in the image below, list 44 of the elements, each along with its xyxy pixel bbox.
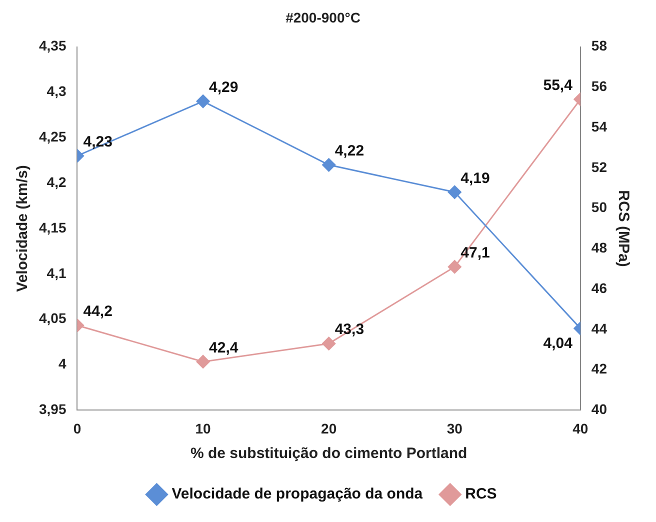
- y-tick-label: 4,05: [39, 310, 66, 326]
- y2-tick-label: 50: [591, 199, 608, 216]
- data-label: 47,1: [460, 244, 490, 262]
- y2-tick-label: 56: [591, 78, 608, 94]
- point: [322, 158, 336, 172]
- x-tick-label: 40: [572, 420, 588, 436]
- y2-tick-label: 46: [591, 280, 608, 296]
- x-axis-title: % de substituição do cimento Portland: [190, 445, 468, 462]
- y-tick-label: 4: [58, 356, 66, 372]
- point: [322, 336, 336, 350]
- data-label: 4,04: [543, 335, 574, 352]
- legend-label: RCS: [465, 486, 497, 503]
- data-label: 43,3: [334, 321, 364, 338]
- y-axis-title: Velocidade (km/s): [14, 165, 32, 292]
- y2-axis-title: RCS (MPa): [614, 190, 632, 267]
- legend-label: Velocidade de propagação da onda: [172, 486, 424, 503]
- x-tick-label: 0: [73, 420, 82, 436]
- x-tick-label: 10: [195, 420, 212, 436]
- y-tick-label: 3,95: [39, 401, 66, 418]
- data-label: 4,29: [209, 78, 238, 96]
- y-tick-label: 4,15: [39, 219, 66, 236]
- y2-tick-label: 52: [591, 158, 608, 175]
- point: [448, 260, 462, 274]
- data-label: 4,22: [334, 142, 364, 160]
- y-tick-label: 4,25: [39, 128, 66, 145]
- y2-tick-label: 48: [591, 240, 608, 256]
- point: [448, 185, 462, 199]
- y2-tick-label: 58: [591, 38, 608, 54]
- y2-tick-label: 44: [591, 320, 608, 336]
- y-tick-label: 4,1: [46, 264, 66, 281]
- chart-title: #200-900°C: [286, 9, 360, 26]
- x-tick-label: 20: [321, 420, 337, 436]
- y2-tick-label: 40: [591, 401, 608, 418]
- y2-tick-label: 42: [591, 360, 608, 377]
- data-label: 42,4: [209, 339, 239, 356]
- data-label: 44,2: [83, 303, 112, 320]
- x-tick-label: 30: [446, 420, 463, 436]
- y-tick-label: 4,35: [39, 38, 66, 54]
- data-label: 4,19: [460, 170, 490, 187]
- y-tick-label: 4,3: [46, 83, 66, 100]
- y2-tick-label: 54: [591, 118, 608, 134]
- data-label: 4,23: [83, 133, 112, 150]
- y-tick-label: 4,2: [46, 174, 66, 190]
- data-label: 55,4: [543, 76, 574, 94]
